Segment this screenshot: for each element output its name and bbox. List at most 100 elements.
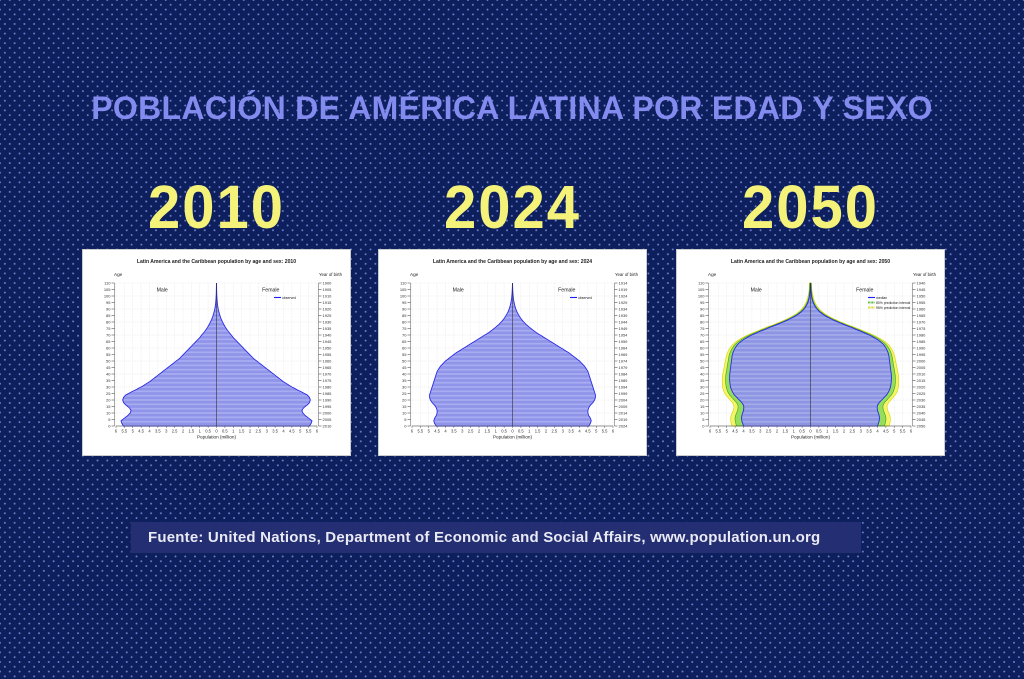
- svg-text:25: 25: [402, 391, 407, 396]
- svg-text:2.5: 2.5: [468, 429, 474, 434]
- svg-text:3.5: 3.5: [451, 429, 457, 434]
- svg-text:1995: 1995: [323, 404, 333, 409]
- svg-text:Age: Age: [114, 272, 123, 277]
- svg-text:4.5: 4.5: [434, 429, 440, 434]
- svg-text:5.5: 5.5: [418, 429, 424, 434]
- svg-text:observed: observed: [282, 296, 296, 300]
- svg-text:30: 30: [106, 385, 111, 390]
- svg-text:3.5: 3.5: [155, 429, 161, 434]
- svg-text:2010: 2010: [917, 372, 927, 377]
- svg-text:0.5: 0.5: [816, 429, 822, 434]
- svg-text:1934: 1934: [619, 307, 629, 312]
- svg-text:Population (million): Population (million): [493, 435, 533, 440]
- svg-text:1980: 1980: [917, 333, 927, 338]
- svg-text:4.5: 4.5: [585, 429, 591, 434]
- svg-text:1.5: 1.5: [783, 429, 789, 434]
- svg-text:70: 70: [402, 333, 407, 338]
- svg-text:Latin America and the Caribbea: Latin America and the Caribbean populati…: [137, 259, 296, 265]
- svg-text:20: 20: [402, 398, 407, 403]
- svg-text:1939: 1939: [619, 313, 629, 318]
- svg-text:5.5: 5.5: [716, 429, 722, 434]
- svg-text:2004: 2004: [619, 398, 629, 403]
- svg-text:50: 50: [402, 359, 407, 364]
- svg-text:80: 80: [402, 320, 407, 325]
- svg-text:105: 105: [698, 287, 705, 292]
- svg-text:80: 80: [700, 320, 705, 325]
- svg-text:3.5: 3.5: [866, 429, 872, 434]
- svg-text:1984: 1984: [619, 372, 629, 377]
- svg-text:90: 90: [402, 307, 407, 312]
- svg-text:90: 90: [106, 307, 111, 312]
- svg-text:1964: 1964: [619, 346, 629, 351]
- svg-text:0.5: 0.5: [222, 429, 228, 434]
- svg-text:1925: 1925: [323, 313, 333, 318]
- svg-text:45: 45: [700, 365, 705, 370]
- svg-text:1999: 1999: [619, 391, 629, 396]
- svg-text:85: 85: [402, 313, 407, 318]
- svg-text:1.5: 1.5: [833, 429, 839, 434]
- svg-text:10: 10: [106, 411, 111, 416]
- svg-text:Male: Male: [751, 288, 762, 294]
- svg-text:2020: 2020: [917, 385, 927, 390]
- svg-text:100: 100: [698, 294, 705, 299]
- svg-text:2000: 2000: [323, 411, 333, 416]
- svg-text:65: 65: [700, 339, 705, 344]
- svg-text:2.5: 2.5: [850, 429, 856, 434]
- svg-text:1919: 1919: [619, 287, 629, 292]
- svg-text:15: 15: [700, 404, 705, 409]
- svg-text:1950: 1950: [323, 346, 333, 351]
- svg-text:85: 85: [700, 313, 705, 318]
- svg-text:40: 40: [402, 372, 407, 377]
- svg-text:1.5: 1.5: [189, 429, 195, 434]
- svg-text:1989: 1989: [619, 378, 629, 383]
- svg-text:1.5: 1.5: [535, 429, 541, 434]
- svg-text:1955: 1955: [917, 300, 927, 305]
- svg-text:2.5: 2.5: [552, 429, 558, 434]
- svg-text:25: 25: [700, 391, 705, 396]
- svg-text:Year of birth: Year of birth: [913, 272, 937, 277]
- svg-text:65: 65: [106, 339, 111, 344]
- svg-text:Female: Female: [262, 288, 279, 294]
- svg-text:95: 95: [402, 300, 407, 305]
- svg-text:1954: 1954: [619, 333, 629, 338]
- svg-text:60: 60: [402, 346, 407, 351]
- svg-text:0.5: 0.5: [799, 429, 805, 434]
- svg-text:1920: 1920: [323, 307, 333, 312]
- svg-text:Year of birth: Year of birth: [319, 272, 343, 277]
- svg-text:30: 30: [402, 385, 407, 390]
- svg-text:85: 85: [106, 313, 111, 318]
- svg-text:1970: 1970: [917, 320, 927, 325]
- svg-text:2009: 2009: [619, 404, 629, 409]
- svg-text:65: 65: [402, 339, 407, 344]
- svg-text:1980: 1980: [323, 385, 333, 390]
- svg-text:40: 40: [106, 372, 111, 377]
- svg-text:0.5: 0.5: [205, 429, 211, 434]
- svg-text:Population (million): Population (million): [791, 435, 831, 440]
- svg-text:1.5: 1.5: [485, 429, 491, 434]
- svg-text:3.5: 3.5: [272, 429, 278, 434]
- svg-text:75: 75: [402, 326, 407, 331]
- svg-text:1940: 1940: [323, 333, 333, 338]
- svg-text:110: 110: [400, 281, 407, 286]
- svg-text:30: 30: [700, 385, 705, 390]
- svg-text:2040: 2040: [917, 411, 927, 416]
- svg-text:20: 20: [700, 398, 705, 403]
- svg-text:45: 45: [402, 365, 407, 370]
- svg-text:110: 110: [104, 281, 111, 286]
- svg-text:2005: 2005: [917, 365, 927, 370]
- svg-text:1.5: 1.5: [239, 429, 245, 434]
- svg-text:1945: 1945: [323, 339, 333, 344]
- svg-text:4.5: 4.5: [883, 429, 889, 434]
- svg-text:0.5: 0.5: [501, 429, 507, 434]
- svg-text:1985: 1985: [917, 339, 927, 344]
- svg-text:2010: 2010: [323, 424, 333, 429]
- svg-text:1955: 1955: [323, 352, 333, 357]
- svg-text:median: median: [876, 296, 887, 300]
- svg-text:25: 25: [106, 391, 111, 396]
- svg-text:50: 50: [106, 359, 111, 364]
- svg-text:80: 80: [106, 320, 111, 325]
- svg-text:3.5: 3.5: [749, 429, 755, 434]
- svg-text:4.5: 4.5: [138, 429, 144, 434]
- svg-text:95: 95: [700, 300, 705, 305]
- svg-text:2000: 2000: [917, 359, 927, 364]
